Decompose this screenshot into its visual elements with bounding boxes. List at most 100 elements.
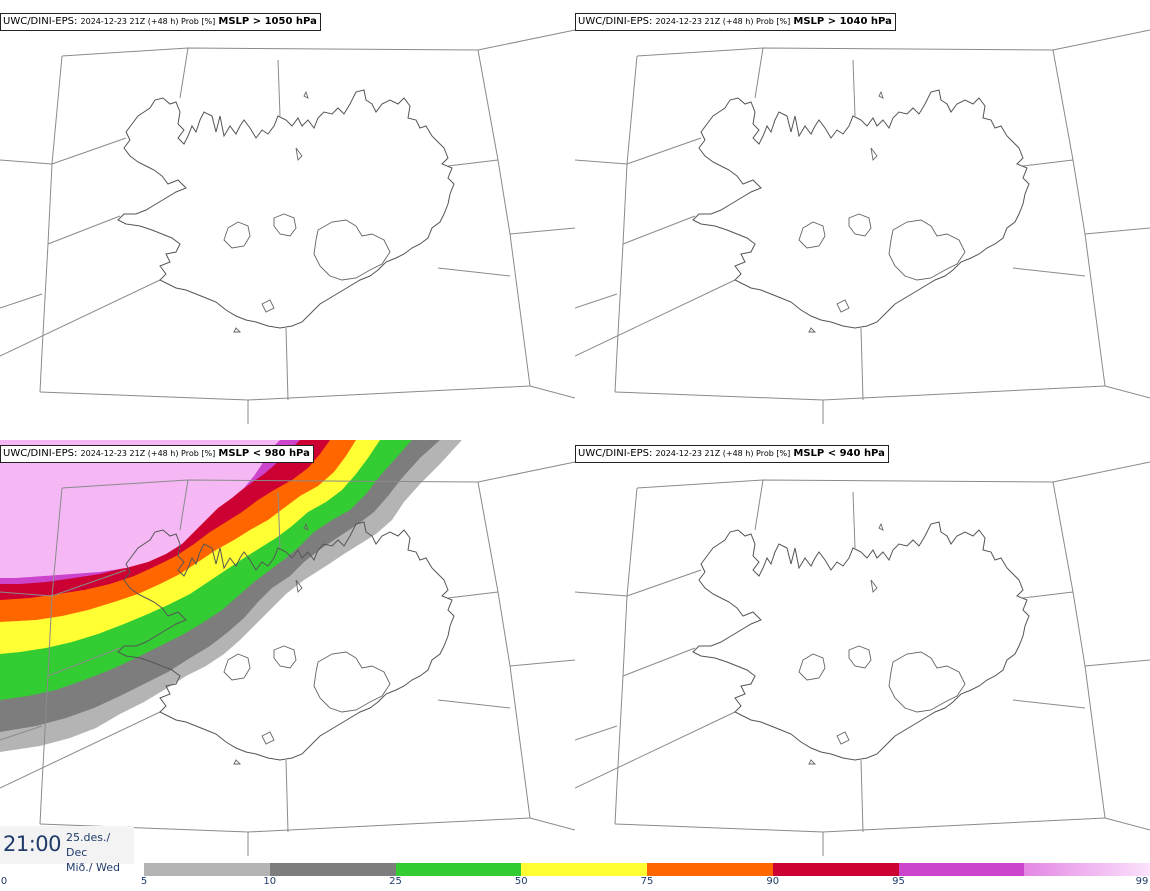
run-info: 2024-12-23 21Z (+48 h) Prob [%]	[80, 17, 216, 26]
coast-detail	[878, 522, 884, 531]
colorbar-bin-99-100	[1024, 863, 1150, 876]
grid-line	[447, 591, 499, 599]
coast-detail	[303, 522, 309, 531]
coast-detail	[798, 221, 826, 249]
prob-band-99-100	[0, 440, 280, 578]
grid-line	[51, 137, 127, 165]
grid-line	[852, 59, 856, 117]
grid-line	[477, 49, 531, 387]
grid-line	[509, 659, 575, 667]
region-grid	[0, 461, 575, 856]
coast-detail	[303, 90, 309, 99]
grid-line	[39, 783, 43, 825]
grid-line	[1052, 29, 1150, 51]
grid-line	[179, 47, 189, 99]
coastline-details	[798, 522, 966, 765]
valid-time: 21:00	[3, 832, 62, 856]
grid-line	[614, 817, 1106, 833]
grid-line	[860, 759, 864, 833]
grid-line	[575, 293, 618, 309]
panel-title: UWC/DINI-EPS: 2024-12-23 21Z (+48 h) Pro…	[575, 13, 896, 31]
grid-line	[0, 279, 161, 357]
grid-line	[477, 461, 575, 483]
grid-line	[1104, 817, 1150, 831]
valid-date-line1: 25.des./ Dec	[66, 831, 111, 859]
grid-line	[285, 759, 289, 833]
coast-detail	[223, 653, 251, 681]
coast-detail	[888, 651, 966, 713]
grid-line	[616, 595, 628, 785]
run-info: 2024-12-23 21Z (+48 h) Prob [%]	[655, 449, 791, 458]
panel-title: UWC/DINI-EPS: 2024-12-23 21Z (+48 h) Pro…	[575, 445, 889, 463]
colorbar-bin-5-10	[144, 863, 270, 876]
map-panel-mslp-lt-980: UWC/DINI-EPS: 2024-12-23 21Z (+48 h) Pro…	[0, 440, 575, 856]
grid-line	[614, 351, 618, 393]
run-info: 2024-12-23 21Z (+48 h) Prob [%]	[80, 449, 216, 458]
grid-line	[616, 163, 628, 353]
grid-line	[0, 725, 43, 741]
valid-time-box: 21:00 25.des./ Dec Mið./ Wed	[0, 826, 134, 874]
variable-label: MSLP < 980 hPa	[218, 448, 310, 459]
colorbar-tick-label: 0	[0, 876, 8, 887]
coast-detail	[273, 645, 297, 669]
iceland-coastline	[117, 89, 455, 329]
probability-colorbar	[144, 863, 1150, 876]
coast-detail	[261, 299, 275, 313]
grid-line	[0, 591, 53, 597]
grid-line	[622, 647, 696, 677]
model-name: UWC/DINI-EPS	[578, 16, 649, 27]
grid-line	[179, 479, 189, 531]
colorbar-tick-label: 75	[640, 876, 654, 887]
grid-line	[614, 783, 618, 825]
grid-line	[636, 479, 1054, 489]
grid-line	[529, 385, 575, 399]
grid-line	[1012, 699, 1086, 709]
grid-line	[1012, 267, 1086, 277]
grid-line	[61, 47, 479, 57]
coast-detail	[836, 731, 850, 745]
variable-label: MSLP < 940 hPa	[793, 448, 885, 459]
grid-line	[754, 479, 764, 531]
colorbar-tick-label: 50	[514, 876, 528, 887]
colorbar-tick-label: 10	[263, 876, 277, 887]
panel-title: UWC/DINI-EPS: 2024-12-23 21Z (+48 h) Pro…	[0, 445, 314, 463]
grid-line	[626, 55, 638, 165]
grid-line	[575, 725, 618, 741]
model-name: UWC/DINI-EPS	[578, 448, 649, 459]
grid-line	[277, 491, 281, 549]
grid-line	[47, 215, 121, 245]
grid-line	[447, 159, 499, 167]
grid-line	[509, 227, 575, 235]
colorbar-bin-95-99	[898, 863, 1025, 876]
grid-line	[39, 385, 531, 401]
coast-detail	[808, 759, 817, 765]
region-grid	[575, 461, 1150, 856]
panel-title: UWC/DINI-EPS: 2024-12-23 21Z (+48 h) Pro…	[0, 13, 321, 31]
region-grid	[575, 29, 1150, 424]
grid-line	[852, 491, 856, 549]
coast-detail	[836, 299, 850, 313]
valid-date-line2: Mið./ Wed	[66, 861, 120, 874]
map-panel-mslp-gt-1050: UWC/DINI-EPS: 2024-12-23 21Z (+48 h) Pro…	[0, 8, 575, 424]
run-info: 2024-12-23 21Z (+48 h) Prob [%]	[655, 17, 791, 26]
grid-line	[636, 47, 1054, 57]
grid-line	[0, 711, 161, 789]
coast-detail	[808, 327, 817, 333]
coast-detail	[848, 213, 872, 237]
grid-line	[437, 699, 511, 709]
iceland-coastline	[117, 521, 455, 761]
coastline-details	[223, 90, 391, 333]
coast-detail	[878, 90, 884, 99]
grid-line	[575, 159, 628, 165]
coast-detail	[223, 221, 251, 249]
grid-line	[754, 47, 764, 99]
model-name: UWC/DINI-EPS	[3, 16, 74, 27]
probability-fill	[0, 440, 462, 752]
grid-line	[277, 59, 281, 117]
grid-line	[575, 711, 736, 789]
grid-line	[626, 487, 638, 597]
coast-detail	[261, 731, 275, 745]
map-canvas	[575, 29, 1150, 424]
coast-detail	[273, 213, 297, 237]
grid-line	[477, 481, 531, 819]
